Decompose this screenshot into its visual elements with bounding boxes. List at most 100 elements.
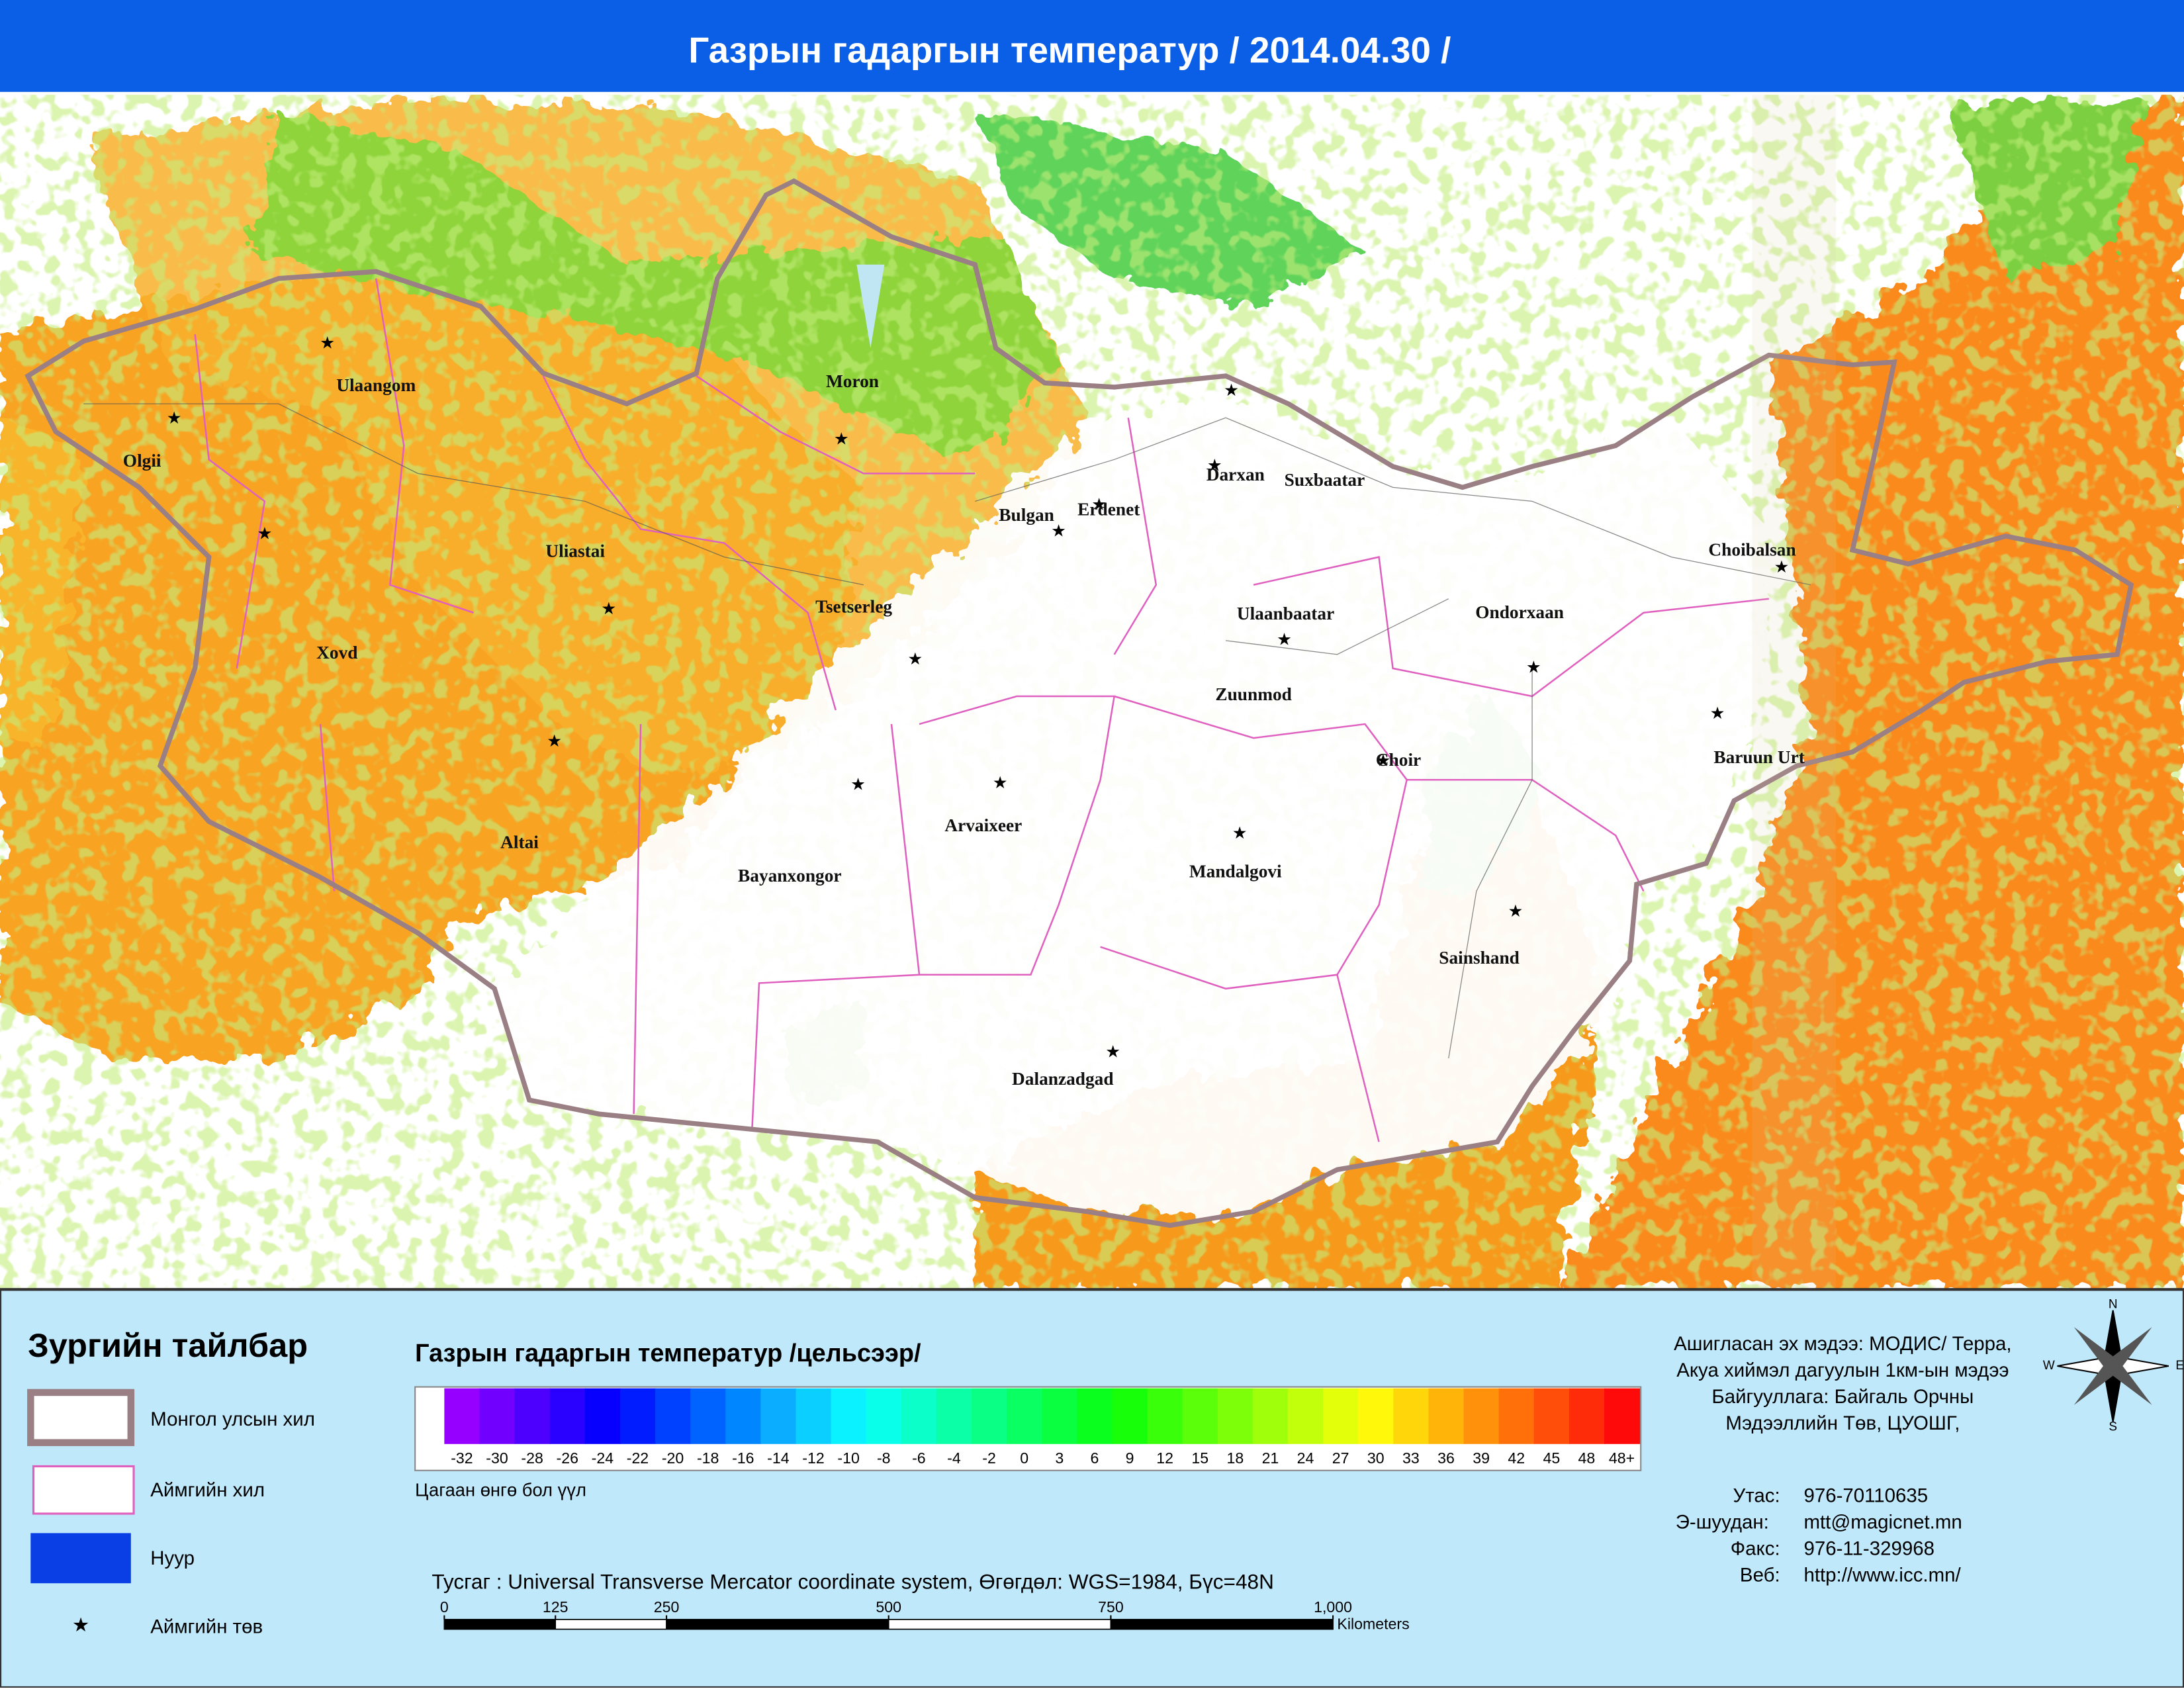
info-line: Ашигласан эх мэдээ: МОДИС/ Терра, (1674, 1333, 2012, 1355)
colorbar-swatch (936, 1388, 973, 1444)
colorbar-swatch (619, 1388, 657, 1444)
contact-label: Утас: (1733, 1485, 1780, 1507)
place-label: Uliastai (545, 541, 605, 561)
place-label: Dalanzadgad (1012, 1069, 1113, 1089)
colorbar-swatch (1393, 1388, 1430, 1444)
colorbar-label: 6 (1090, 1449, 1099, 1467)
colorbar-label: 21 (1262, 1449, 1279, 1467)
province-center: ★ (257, 525, 273, 543)
scale-label: 1,000 (1314, 1598, 1352, 1616)
colorbar-label: 48+ (1609, 1449, 1635, 1467)
colorbar-swatch (1358, 1388, 1394, 1444)
colorbar-label: -2 (982, 1449, 996, 1467)
place-label: Ondorxaan (1475, 602, 1564, 622)
place-label: Suxbaatar (1285, 470, 1365, 490)
colorbar-swatch (1182, 1388, 1218, 1444)
colorbar-swatch (549, 1388, 586, 1444)
legend-item: Монгол улсын хил (150, 1408, 315, 1430)
scale-label: 125 (543, 1598, 569, 1616)
contact-label: Факс: (1731, 1537, 1780, 1559)
info-line: Байгууллага: Байгаль Орчны (1711, 1386, 1974, 1408)
place-label: Choibalsan (1708, 539, 1796, 559)
colorbar-label: 18 (1226, 1449, 1244, 1467)
colorbar-swatch (479, 1388, 516, 1444)
place-label: Olgii (123, 451, 161, 471)
colorbar-swatch (1428, 1388, 1465, 1444)
place-label: Ulaanbaatar (1237, 604, 1334, 623)
colorbar-label: -8 (877, 1449, 891, 1467)
place-label: Bulgan (999, 505, 1054, 525)
province-center: ★ (1224, 381, 1239, 400)
temperature-raster (0, 95, 2184, 1290)
colorbar-swatch (1007, 1388, 1043, 1444)
legend-swatch (30, 1533, 131, 1584)
scale-segment (1110, 1619, 1334, 1630)
place-label: Sainshand (1439, 948, 1520, 968)
contact-value: http://www.icc.mn/ (1803, 1564, 1961, 1586)
colorbar-label: 24 (1297, 1449, 1314, 1467)
place-label: Ulaangom (336, 375, 416, 395)
contact-value: mtt@magicnet.mn (1803, 1512, 1962, 1533)
colorbar-label: -12 (802, 1449, 824, 1467)
colorbar-label: 33 (1402, 1449, 1420, 1467)
colorbar-note: Цагаан өнгө бол үүл (415, 1480, 586, 1500)
colorbar-label: 36 (1437, 1449, 1455, 1467)
province-center: ★ (601, 600, 616, 618)
province-center: ★ (907, 650, 923, 668)
colorbar-swatch (725, 1388, 762, 1444)
legend-item: Аймгийн хил (150, 1479, 265, 1501)
place-label: Moron (826, 371, 879, 391)
province-center: ★ (1376, 752, 1391, 770)
colorbar-label: 45 (1543, 1449, 1560, 1467)
scale-label: 750 (1098, 1598, 1124, 1616)
colorbar-swatch (514, 1388, 551, 1444)
place-label: Baruun Urt (1713, 747, 1805, 767)
province-center: ★ (167, 409, 182, 428)
place-label: Mandalgovi (1189, 861, 1282, 881)
colorbar-label: -22 (627, 1449, 649, 1467)
projection: Тусгаг : Universal Transverse Mercator c… (432, 1570, 1273, 1594)
compass-label: W (2043, 1359, 2055, 1373)
colorbar-label: -16 (732, 1449, 754, 1467)
colorbar-swatch (1217, 1388, 1253, 1444)
contact-value: 976-11-329968 (1803, 1537, 1934, 1559)
place-label: Zuunmod (1215, 684, 1292, 704)
compass-label: S (2109, 1420, 2117, 1434)
colorbar-label: -26 (557, 1449, 578, 1467)
scale-unit: Kilometers (1337, 1615, 1409, 1632)
legend-item: Нуур (150, 1547, 195, 1569)
legend-item: Аймгийн төв (150, 1616, 263, 1637)
contact-label: Веб: (1740, 1564, 1780, 1586)
scale-label: 500 (876, 1598, 901, 1616)
colorbar-title: Газрын гадаргын температур /цельсээр/ (415, 1340, 921, 1367)
compass-label: N (2109, 1297, 2118, 1311)
contact-label: Э-шуудан: (1676, 1512, 1769, 1533)
colorbar-swatch (831, 1388, 867, 1444)
province-center: ★ (1710, 704, 1725, 723)
colorbar-label: -28 (521, 1449, 543, 1467)
colorbar-swatch (1147, 1388, 1183, 1444)
colorbar-swatch (690, 1388, 727, 1444)
colorbar-label: -20 (662, 1449, 684, 1467)
province-center: ★ (1232, 824, 1248, 843)
province-center: ★ (320, 334, 335, 352)
colorbar-swatch (1498, 1388, 1535, 1444)
province-center: ★ (1277, 630, 1292, 649)
colorbar-swatch (416, 1388, 445, 1444)
colorbar-swatch (796, 1388, 832, 1444)
colorbar-label: 42 (1508, 1449, 1525, 1467)
colorbar-swatch (760, 1388, 797, 1444)
province-center: ★ (850, 775, 866, 794)
colorbar-swatch (1533, 1388, 1570, 1444)
colorbar-swatch (1112, 1388, 1148, 1444)
place-label: Bayanxongor (738, 866, 842, 886)
colorbar-swatch (901, 1388, 937, 1444)
colorbar-swatch (972, 1388, 1008, 1444)
province-center: ★ (1508, 902, 1523, 921)
colorbar-label: -6 (912, 1449, 926, 1467)
colorbar-swatch (655, 1388, 692, 1444)
colorbar-label: -10 (837, 1449, 859, 1467)
province-center: ★ (1105, 1042, 1120, 1061)
